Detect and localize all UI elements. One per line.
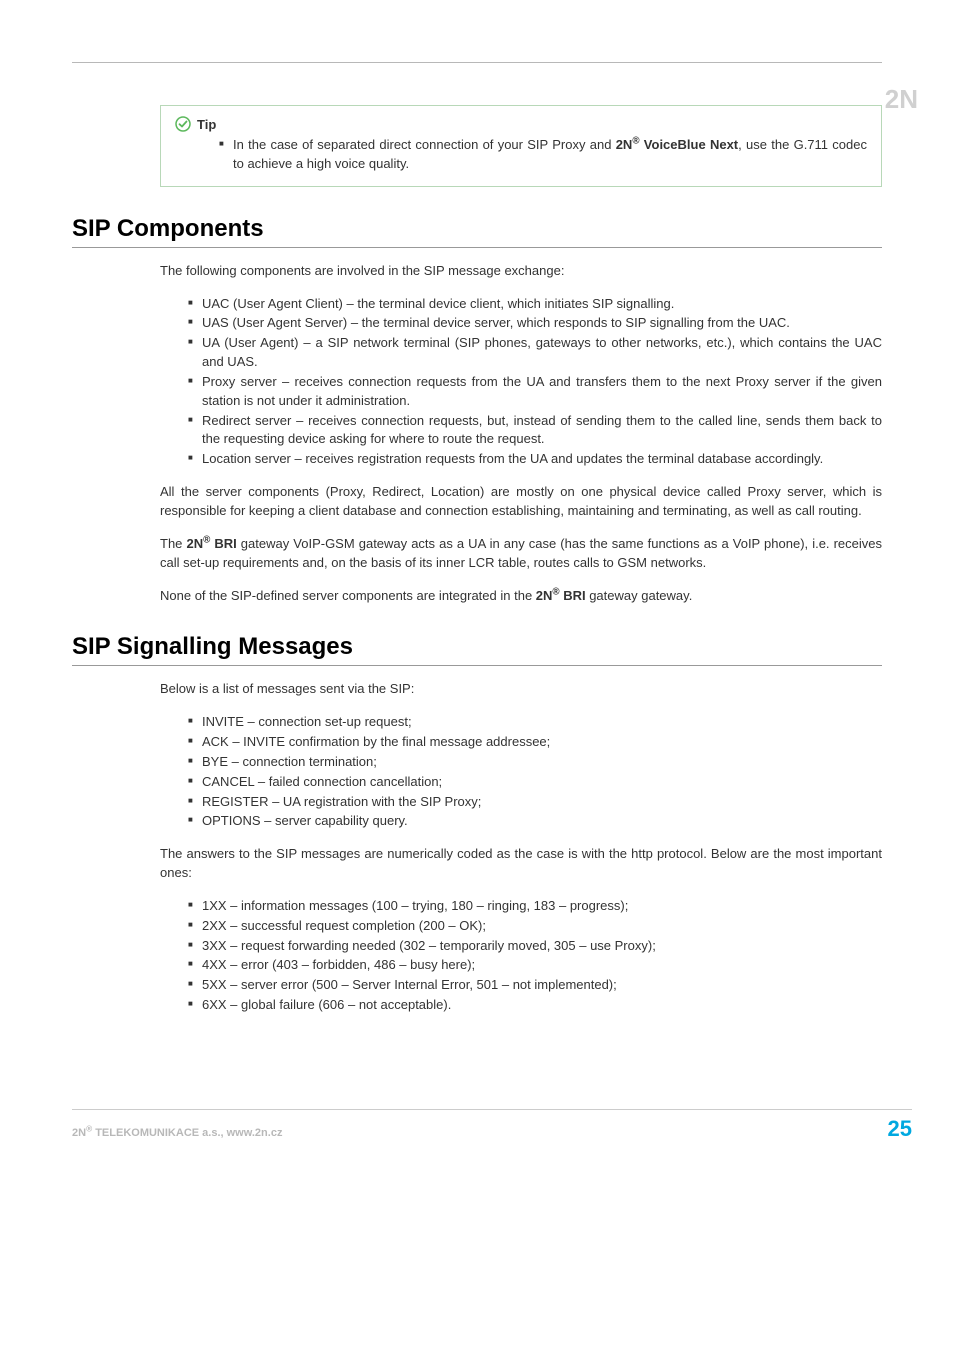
brand: 2N bbox=[536, 588, 553, 603]
brand: 2N bbox=[186, 536, 203, 551]
list-item: Location server – receives registration … bbox=[188, 450, 882, 469]
tip-sup: ® bbox=[632, 136, 639, 147]
tip-header: Tip bbox=[175, 116, 867, 132]
brand2: BRI bbox=[210, 536, 236, 551]
text: gateway VoIP-GSM gateway acts as a UA in… bbox=[160, 536, 882, 570]
list-item: 6XX – global failure (606 – not acceptab… bbox=[188, 996, 882, 1015]
list-item: REGISTER – UA registration with the SIP … bbox=[188, 793, 882, 812]
list-item: ACK – INVITE confirmation by the final m… bbox=[188, 733, 882, 752]
list-item: UA (User Agent) – a SIP network terminal… bbox=[188, 334, 882, 372]
tip-callout: Tip In the case of separated direct conn… bbox=[160, 105, 882, 187]
brand2: BRI bbox=[560, 588, 586, 603]
page-footer: 2N® TELEKOMUNIKACE a.s., www.2n.cz 25 bbox=[72, 1109, 912, 1142]
tip-title: Tip bbox=[197, 117, 216, 132]
text: gateway gateway. bbox=[586, 588, 693, 603]
check-circle-icon bbox=[175, 116, 191, 132]
tip-brand: 2N bbox=[616, 137, 633, 152]
tip-body: In the case of separated direct connecti… bbox=[175, 136, 867, 174]
section1-intro: The following components are involved in… bbox=[160, 262, 882, 281]
section1-list: UAC (User Agent Client) – the terminal d… bbox=[160, 295, 882, 470]
section2-list2: 1XX – information messages (100 – trying… bbox=[160, 897, 882, 1015]
list-item: 5XX – server error (500 – Server Interna… bbox=[188, 976, 882, 995]
section1-para2: All the server components (Proxy, Redire… bbox=[160, 483, 882, 521]
footer-company: 2N® TELEKOMUNIKACE a.s., www.2n.cz bbox=[72, 1127, 282, 1139]
section2-list1: INVITE – connection set-up request; ACK … bbox=[160, 713, 882, 831]
tip-brand2: VoiceBlue Next bbox=[644, 137, 738, 152]
list-item: OPTIONS – server capability query. bbox=[188, 812, 882, 831]
list-item: 3XX – request forwarding needed (302 – t… bbox=[188, 937, 882, 956]
list-item: UAS (User Agent Server) – the terminal d… bbox=[188, 314, 882, 333]
list-item: UAC (User Agent Client) – the terminal d… bbox=[188, 295, 882, 314]
list-item: 4XX – error (403 – forbidden, 486 – busy… bbox=[188, 956, 882, 975]
list-item: 2XX – successful request completion (200… bbox=[188, 917, 882, 936]
section-heading-messages: SIP Signalling Messages bbox=[72, 633, 882, 666]
sup: ® bbox=[552, 586, 559, 597]
tip-text-pre: In the case of separated direct connecti… bbox=[233, 137, 616, 152]
list-item: BYE – connection termination; bbox=[188, 753, 882, 772]
list-item: Proxy server – receives connection reque… bbox=[188, 373, 882, 411]
list-item: INVITE – connection set-up request; bbox=[188, 713, 882, 732]
footer-brand: 2N bbox=[72, 1127, 86, 1139]
brand-logo: 2N bbox=[885, 84, 918, 115]
footer-text: TELEKOMUNIKACE a.s., www.2n.cz bbox=[92, 1127, 282, 1139]
section1-para3: The 2N® BRI gateway VoIP-GSM gateway act… bbox=[160, 535, 882, 573]
list-item: 1XX – information messages (100 – trying… bbox=[188, 897, 882, 916]
list-item: Redirect server – receives connection re… bbox=[188, 412, 882, 450]
section2-intro: Below is a list of messages sent via the… bbox=[160, 680, 882, 699]
section2-para2: The answers to the SIP messages are nume… bbox=[160, 845, 882, 883]
header-rule bbox=[72, 62, 882, 63]
page-number: 25 bbox=[888, 1116, 912, 1142]
section1-para4: None of the SIP-defined server component… bbox=[160, 587, 882, 606]
text: None of the SIP-defined server component… bbox=[160, 588, 536, 603]
section2-content: Below is a list of messages sent via the… bbox=[160, 680, 882, 1015]
section-heading-components: SIP Components bbox=[72, 215, 882, 248]
text: The bbox=[160, 536, 186, 551]
list-item: CANCEL – failed connection cancellation; bbox=[188, 773, 882, 792]
section1-content: The following components are involved in… bbox=[160, 262, 882, 606]
